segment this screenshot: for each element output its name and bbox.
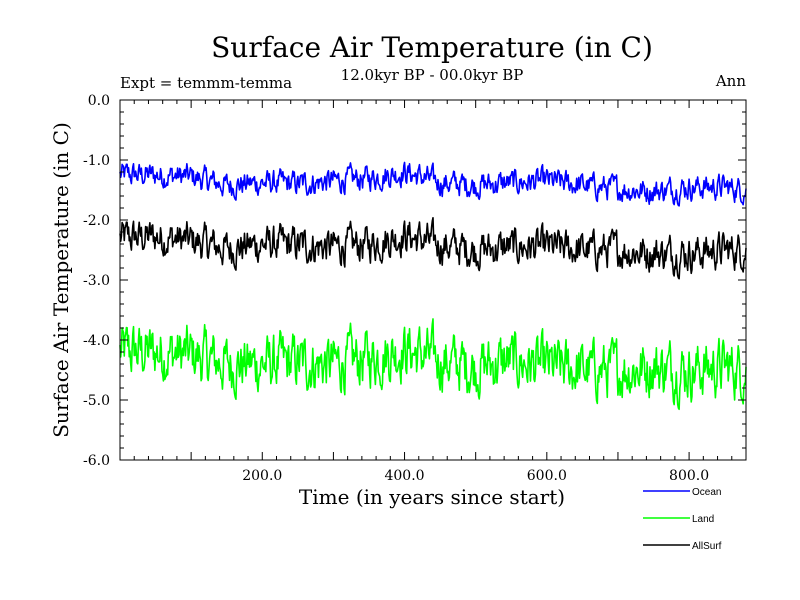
legend: Ocean Land AllSurf xyxy=(643,487,722,552)
y-tick-label: -3.0 xyxy=(83,273,110,289)
y-tick-label: -4.0 xyxy=(83,333,110,349)
y-tick-label: -2.0 xyxy=(83,213,110,229)
legend-label-ocean: Ocean xyxy=(692,487,721,498)
x-tick-label: 600.0 xyxy=(527,468,567,484)
y-tick-label: -5.0 xyxy=(83,393,110,409)
x-tick-label: 400.0 xyxy=(384,468,424,484)
series-layer xyxy=(119,161,747,411)
y-tick-label: 0.0 xyxy=(88,93,110,109)
experiment-label: Expt = temmm-temma xyxy=(120,74,292,92)
series-line-land xyxy=(119,318,747,411)
x-tick-label: 200.0 xyxy=(242,468,282,484)
x-axis-label: Time (in years since start) xyxy=(299,485,565,509)
chart-title: Surface Air Temperature (in C) xyxy=(211,31,653,64)
y-tick-label: -6.0 xyxy=(83,453,110,469)
plot-frame xyxy=(119,99,747,461)
series-line-ocean xyxy=(119,161,747,207)
axes-layer: 0.0 -1.0 -2.0 -3.0 -4.0 -5.0 -6.0 200.0 400.0 600… xyxy=(83,93,747,484)
season-label: Ann xyxy=(715,72,746,90)
x-tick-label: 800.0 xyxy=(669,468,709,484)
y-axis-label: Surface Air Temperature (in C) xyxy=(49,122,73,438)
series-line-allsurf xyxy=(119,217,747,280)
y-tick-label: -1.0 xyxy=(83,153,110,169)
legend-label-allsurf: AllSurf xyxy=(692,541,722,552)
legend-label-land: Land xyxy=(692,514,714,525)
chart-subtitle: 12.0kyr BP - 00.0kyr BP xyxy=(341,66,524,84)
